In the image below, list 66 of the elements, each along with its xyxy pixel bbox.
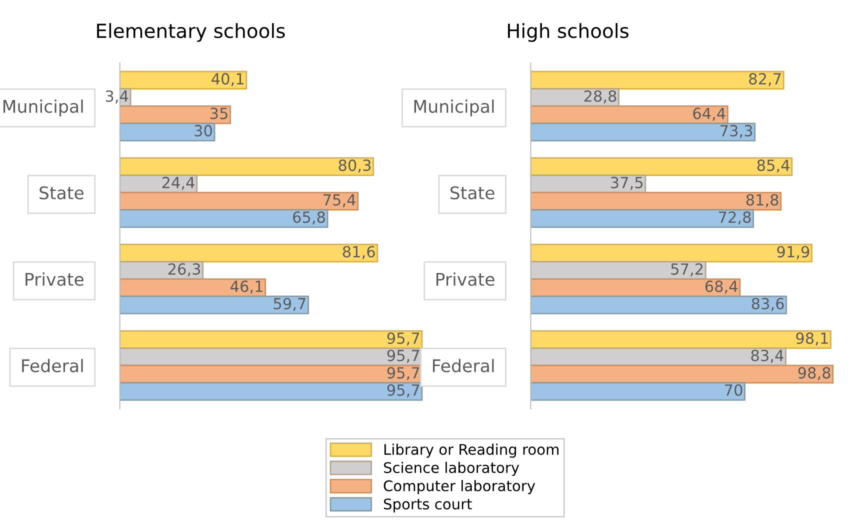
- bar: [530, 122, 756, 142]
- bar: [530, 382, 746, 401]
- y-tick-label: Federal: [22, 358, 83, 372]
- bar: [530, 157, 793, 176]
- data-label: 35: [210, 108, 228, 120]
- data-label: 26,3: [168, 263, 200, 276]
- bar: [530, 244, 812, 262]
- data-label: 28,8: [584, 90, 616, 104]
- data-label: 81,8: [746, 194, 778, 208]
- y-tick-label: Municipal: [3, 100, 83, 116]
- data-label: 57,2: [671, 263, 703, 276]
- bar: [530, 364, 834, 384]
- data-label: 83,4: [751, 350, 784, 363]
- data-label: 72,8: [719, 211, 751, 224]
- bar: [530, 296, 788, 314]
- legend-label: Library or Reading room: [384, 444, 558, 458]
- data-label: 75,4: [324, 194, 356, 208]
- bar: [120, 157, 374, 176]
- data-label: 95,7: [387, 332, 420, 346]
- bar: [120, 296, 310, 314]
- data-label: 98,8: [798, 367, 830, 380]
- data-label: 81,6: [342, 246, 375, 260]
- y-tick-label: State: [40, 186, 84, 200]
- bar: [120, 192, 359, 211]
- data-label: 98,1: [796, 332, 828, 346]
- bar: [530, 261, 706, 280]
- bar: [530, 70, 784, 90]
- data-label: 95,7: [387, 367, 420, 380]
- data-label: 82,7: [749, 73, 781, 86]
- y-tick-label: Municipal: [414, 100, 494, 116]
- data-label: 70: [725, 384, 742, 396]
- y-tick-label: Private: [26, 272, 84, 286]
- data-label: 30: [194, 124, 212, 136]
- data-label: 64,4: [693, 108, 726, 121]
- bar: [530, 330, 832, 349]
- legend-label: Computer laboratory: [384, 480, 536, 494]
- y-tick-label: State: [450, 186, 494, 200]
- legend-label: Science laboratory: [384, 462, 520, 476]
- data-label: 85,4: [757, 160, 790, 173]
- bar: [120, 209, 328, 228]
- chart-title: Elementary schools: [97, 23, 285, 42]
- data-label: 95,7: [387, 384, 420, 398]
- bar: [120, 244, 378, 262]
- bar: [530, 348, 786, 366]
- bar: [120, 70, 248, 90]
- data-label: 73,3: [720, 124, 752, 138]
- data-label: 59,7: [274, 298, 306, 311]
- data-label: 37,5: [611, 176, 643, 190]
- bar: [530, 209, 754, 228]
- data-label: 68,4: [705, 280, 738, 294]
- chart-title: High schools: [508, 23, 628, 42]
- bar: [120, 122, 216, 142]
- data-label: 91,9: [777, 246, 810, 260]
- data-label: 83,6: [752, 298, 784, 311]
- data-label: 80,3: [338, 160, 371, 173]
- y-tick-label: Federal: [432, 358, 494, 372]
- bar: [120, 382, 423, 401]
- data-label: 65,8: [293, 211, 325, 224]
- y-tick-label: Private: [436, 272, 494, 286]
- legend-label: Sports court: [384, 498, 472, 512]
- data-label: 40,1: [212, 73, 244, 86]
- data-label: 46,1: [230, 280, 262, 294]
- data-label: 95,7: [387, 350, 420, 363]
- data-label: 3,4: [106, 90, 128, 104]
- bar: [120, 330, 423, 349]
- data-label: 24,4: [162, 176, 194, 190]
